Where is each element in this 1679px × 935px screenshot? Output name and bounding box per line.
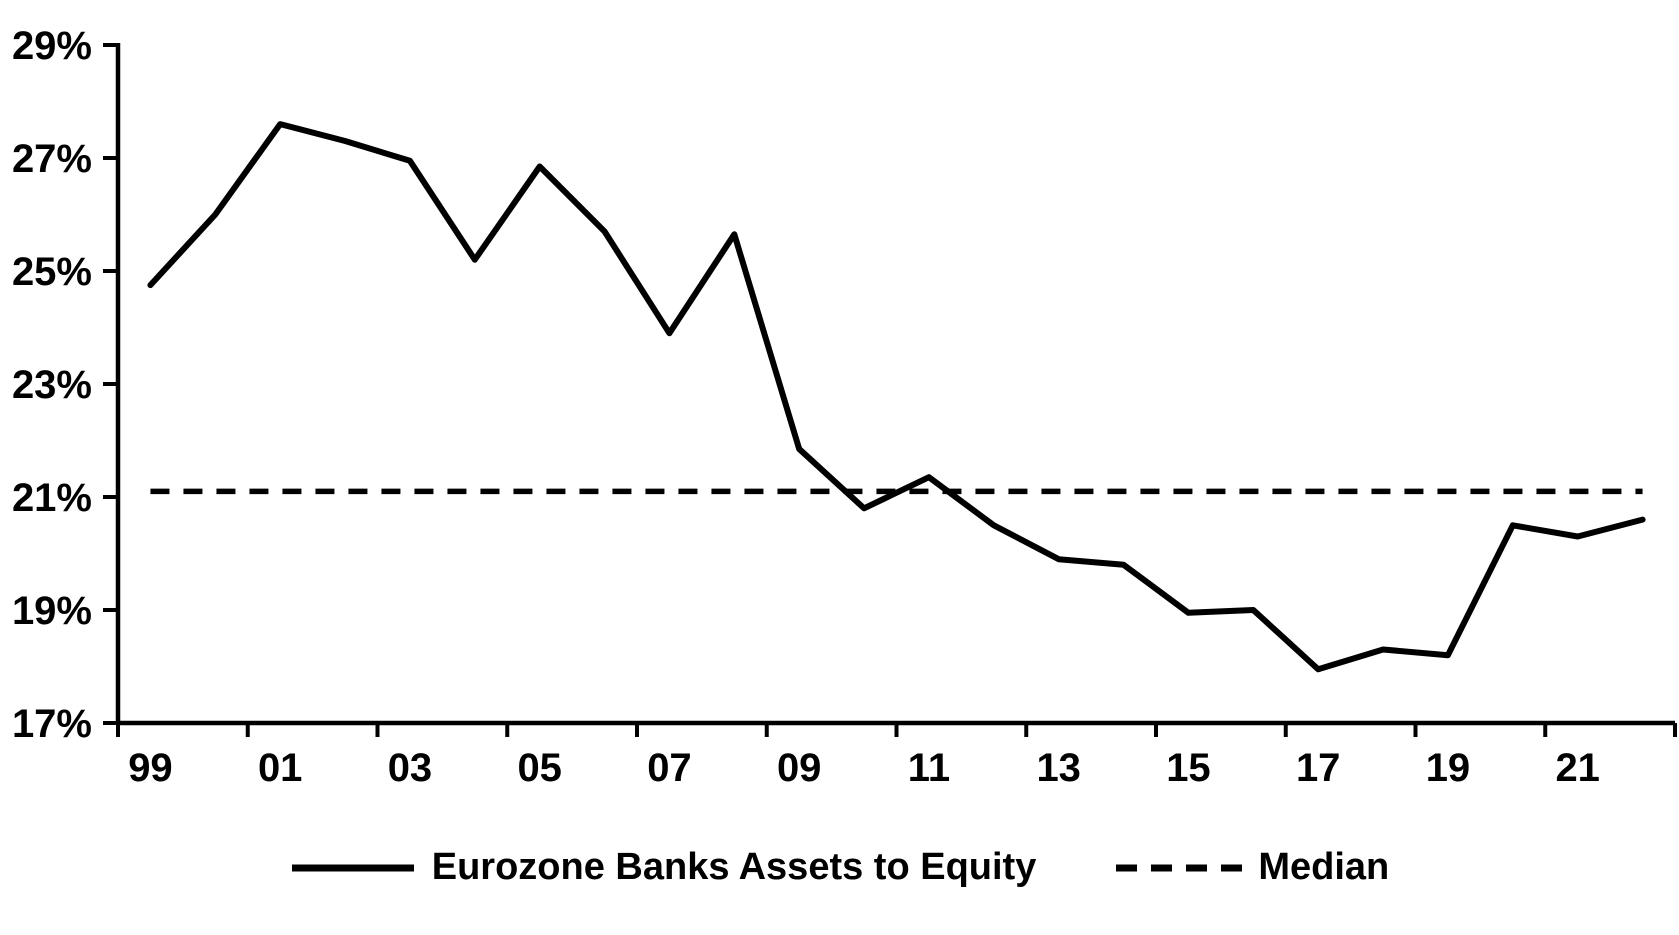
x-tick-label: 09 [777,746,822,790]
y-tick-label: 25% [12,250,92,294]
y-tick-label: 23% [12,363,92,407]
legend-item-median: Median [1116,846,1389,889]
series-line-swatch-icon [291,864,414,871]
x-tick-label: 19 [1426,746,1471,790]
legend-item-series: Eurozone Banks Assets to Equity [290,846,1037,889]
y-tick-label: 19% [12,589,92,633]
median-line-swatch-icon [1116,864,1243,871]
legend: Eurozone Banks Assets to Equity Median [0,846,1679,889]
x-tick-label: 11 [908,746,950,790]
x-tick-label: 99 [128,746,173,790]
y-tick-label: 21% [12,476,92,520]
legend-label-median: Median [1258,846,1390,888]
x-tick-label: 07 [647,746,692,790]
y-tick-label: 27% [12,137,92,181]
x-tick-label: 15 [1166,746,1211,790]
x-tick-label: 05 [517,746,562,790]
x-tick-label: 01 [258,746,303,790]
x-tick-label: 13 [1036,746,1081,790]
x-tick-label: 21 [1555,746,1600,790]
series-line [147,121,1646,673]
x-tick-label: 17 [1296,746,1341,790]
x-tick-label: 03 [388,746,433,790]
legend-label-series: Eurozone Banks Assets to Equity [431,846,1037,888]
y-tick-label: 29% [12,24,92,68]
y-tick-label: 17% [12,702,92,746]
